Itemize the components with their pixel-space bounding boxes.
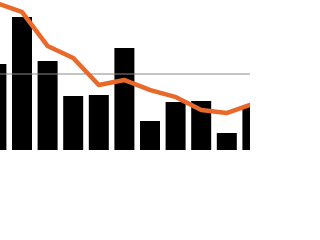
bar — [191, 101, 212, 150]
bar — [63, 96, 84, 150]
bar — [165, 102, 186, 150]
bar — [88, 95, 109, 150]
bar — [140, 121, 160, 150]
bar — [12, 17, 32, 150]
chart — [0, 1, 250, 150]
bar — [114, 48, 135, 150]
line — [0, 1, 250, 116]
bar — [37, 61, 58, 150]
bar — [0, 64, 7, 150]
bar — [242, 107, 250, 150]
page: (() => { const data = JSON.parse(documen… — [0, 1, 250, 150]
bar — [216, 133, 237, 150]
